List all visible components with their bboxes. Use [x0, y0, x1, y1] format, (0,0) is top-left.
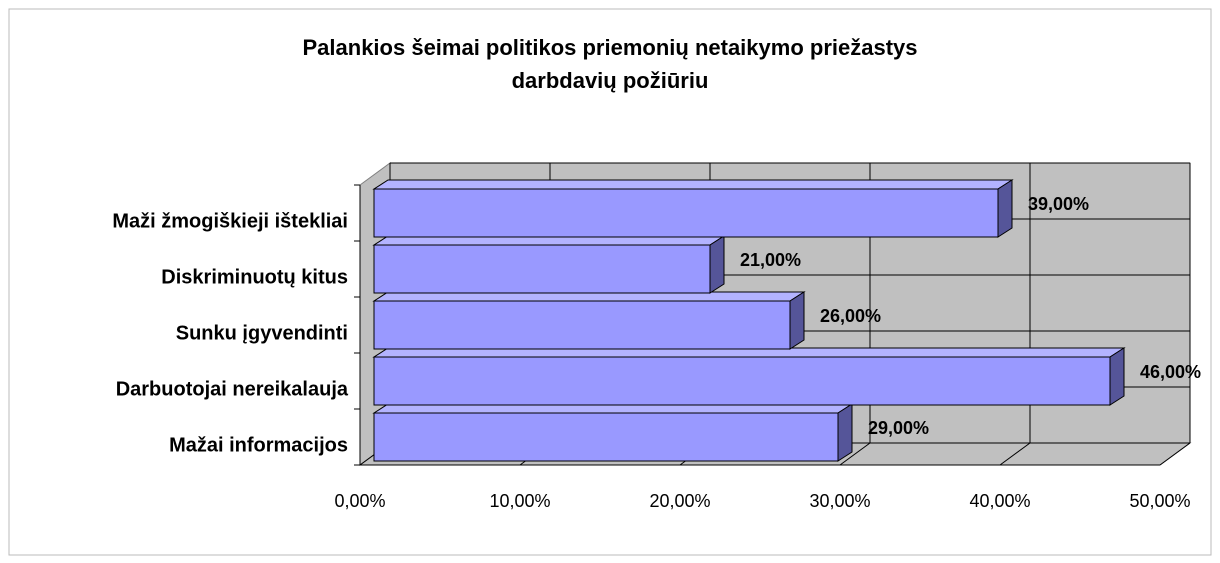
bar-top	[372, 179, 1014, 190]
bar	[373, 300, 791, 350]
grid-line	[1159, 442, 1191, 466]
y-tick-label: Maži žmogiškieji ištekliai	[112, 210, 348, 232]
value-label: 29,00%	[868, 418, 929, 438]
x-tick-label: 10,00%	[489, 491, 550, 511]
bar-side	[997, 179, 1013, 238]
value-label: 46,00%	[1140, 362, 1201, 382]
bar	[373, 188, 999, 238]
grid-line	[999, 442, 1031, 466]
x-tick-label: 20,00%	[649, 491, 710, 511]
x-tick-label: 40,00%	[969, 491, 1030, 511]
bar-side	[789, 291, 805, 350]
grid-line	[839, 442, 871, 466]
chart-title: darbdavių požiūriu	[512, 68, 709, 93]
bar	[373, 356, 1111, 406]
y-tick-label: Diskriminuotų kitus	[161, 266, 348, 288]
bar	[373, 244, 711, 294]
chart-title: Palankios šeimai politikos priemonių net…	[303, 35, 918, 60]
y-tick-label: Sunku įgyvendinti	[176, 322, 348, 344]
bar-side	[1109, 347, 1125, 406]
value-label: 26,00%	[820, 306, 881, 326]
x-tick-label: 30,00%	[809, 491, 870, 511]
bar-side	[709, 235, 725, 294]
x-tick-label: 0,00%	[334, 491, 385, 511]
value-label: 21,00%	[740, 250, 801, 270]
y-tick-label: Mažai informacijos	[169, 434, 348, 456]
y-tick-label: Darbuotojai nereikalauja	[116, 378, 349, 400]
x-tick-label: 50,00%	[1129, 491, 1190, 511]
bar-side	[837, 403, 853, 462]
value-label: 39,00%	[1028, 194, 1089, 214]
bar	[373, 412, 839, 462]
